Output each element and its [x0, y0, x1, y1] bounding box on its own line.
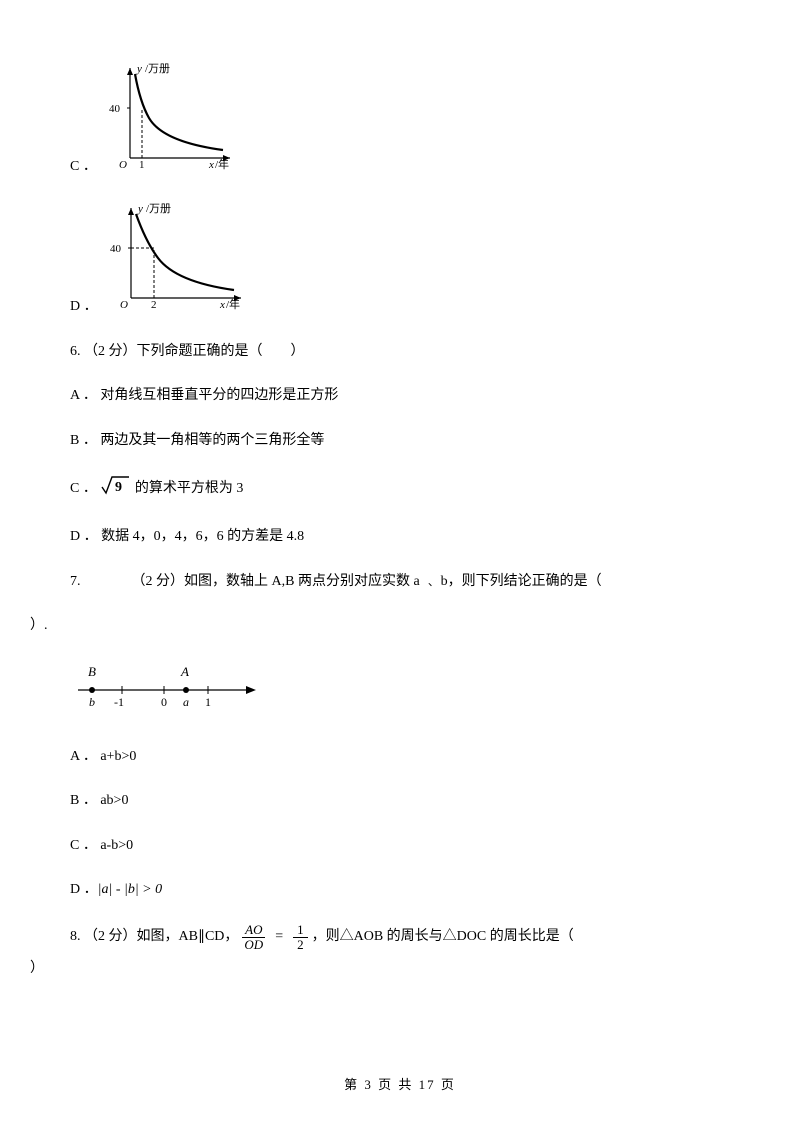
- option-c-row: C ． 40 1 O y /万册 x /年: [70, 60, 730, 178]
- svg-text:a: a: [183, 695, 189, 709]
- q8-stem-mid: ，则△AOB 的周长与△DOC 的周长比是（: [312, 926, 574, 948]
- frac2-den: 2: [293, 938, 308, 952]
- svg-text:/年: /年: [215, 157, 229, 170]
- q6-c-mid: 的算术平方根为 3: [135, 478, 244, 500]
- footer-cur: 3: [364, 1077, 373, 1092]
- footer-total: 17: [419, 1077, 436, 1092]
- graph-c-xtick: 1: [139, 159, 145, 170]
- frac-ao-od: AO OD: [242, 923, 265, 951]
- q7-stem-row: 7. （2 分）如图，数轴上 A,B 两点分别对应实数 a ﹑ b，则下列结论正…: [70, 571, 730, 593]
- svg-text:1: 1: [205, 695, 211, 709]
- graph-d: 40 2 O y /万册 x /年: [106, 200, 256, 318]
- q6-stem-text: 6. （2 分）下列命题正确的是（: [70, 344, 263, 359]
- graph-d-xtick: 2: [151, 299, 157, 310]
- q8-stem-pre: 8. （2 分）如图，AB∥CD，: [70, 926, 238, 948]
- q7-d-expr: |a| - |b| > 0: [98, 879, 163, 901]
- option-d-label: D ．: [70, 296, 98, 318]
- footer-pre: 第: [344, 1077, 364, 1092]
- frac-den: OD: [242, 938, 265, 952]
- frac-half: 1 2: [293, 923, 308, 951]
- option-c-label: C ．: [70, 156, 97, 178]
- q6-c-pre: C ．: [70, 478, 97, 500]
- svg-text:x: x: [219, 299, 225, 310]
- q6-opt-b: B ． 两边及其一角相等的两个三角形全等: [70, 430, 730, 452]
- q6-stem: 6. （2 分）下列命题正确的是（ ）: [70, 341, 730, 363]
- q8-stem-row: 8. （2 分）如图，AB∥CD， AO OD = 1 2 ，则△AOB 的周长…: [70, 923, 730, 951]
- svg-text:y: y: [136, 63, 142, 75]
- q7-opt-b: B ． ab>0: [70, 790, 730, 812]
- svg-text:/万册: /万册: [145, 63, 170, 75]
- q6-opt-a: A ． 对角线互相垂直平分的四边形是正方形: [70, 385, 730, 407]
- radicand: 9: [115, 480, 122, 495]
- q7-d-pre: D ．: [70, 879, 98, 901]
- graph-c-ytick: 40: [109, 103, 121, 115]
- page-footer: 第 3 页 共 17 页: [0, 1075, 800, 1096]
- graph-c: 40 1 O y /万册 x /年: [105, 60, 245, 178]
- svg-text:0: 0: [161, 695, 167, 709]
- frac-num: AO: [242, 923, 265, 938]
- svg-text:B: B: [88, 664, 96, 679]
- svg-text:y: y: [137, 203, 143, 215]
- q6-opt-d: D ． 数据 4，0，4，6，6 的方差是 4.8: [70, 526, 730, 548]
- graph-c-origin: O: [119, 159, 127, 170]
- svg-text:b: b: [89, 695, 95, 709]
- svg-text:/年: /年: [226, 297, 240, 310]
- footer-mid: 页 共: [373, 1077, 419, 1092]
- sqrt-icon: 9: [101, 474, 131, 504]
- eq-sign: =: [275, 926, 283, 948]
- q7-opt-d: D ． |a| - |b| > 0: [70, 879, 730, 901]
- q7-stem-pre: 7.: [70, 574, 81, 589]
- q8-stem-tail: ）: [30, 958, 730, 980]
- q7-stem-tail: ）.: [30, 615, 730, 637]
- graph-d-ytick: 40: [110, 243, 122, 255]
- q6-stem-tail: ）: [291, 344, 305, 359]
- svg-text:A: A: [180, 664, 189, 679]
- footer-post: 页: [436, 1077, 456, 1092]
- q7-opt-a: A ． a+b>0: [70, 746, 730, 768]
- q6-opt-c: C ． 9 的算术平方根为 3: [70, 474, 730, 504]
- svg-text:x: x: [208, 159, 214, 170]
- frac2-num: 1: [293, 923, 308, 938]
- svg-text:-1: -1: [114, 695, 124, 709]
- q7-stem-text: （2 分）如图，数轴上 A,B 两点分别对应实数 a ﹑ b，则下列结论正确的是…: [132, 574, 602, 589]
- q7-numberline: B A b -1 0 a 1: [70, 660, 730, 720]
- graph-d-origin: O: [120, 299, 128, 310]
- option-d-row: D ． 40 2 O y /万册 x /年: [70, 200, 730, 318]
- q7-opt-c: C ． a-b>0: [70, 835, 730, 857]
- svg-text:/万册: /万册: [146, 203, 171, 215]
